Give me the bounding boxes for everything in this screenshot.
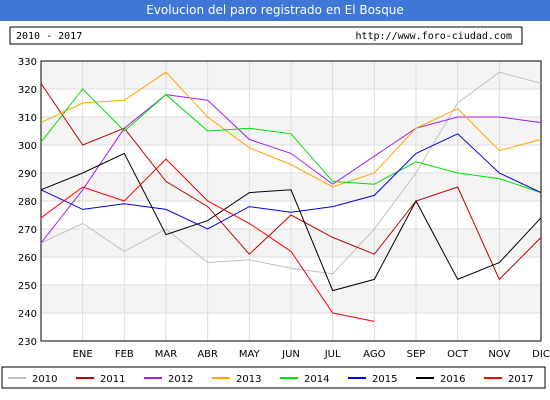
y-tick-label: 230	[18, 337, 37, 348]
x-tick-label: MAR	[155, 349, 177, 360]
series-line-2016	[40, 152, 542, 292]
y-axis-ticks: 230 240 250 260 270 280 290 300 310 320 330	[18, 57, 37, 348]
x-tick-label: SEP	[407, 349, 426, 360]
y-tick-label: 330	[18, 57, 37, 68]
y-tick-label: 290	[18, 169, 37, 180]
y-tick-label: 270	[18, 225, 37, 236]
series-line-2017	[40, 158, 375, 322]
x-axis-ticks: ENE FEB MAR ABR MAY JUN JUL AGO SEP OCT NOV DIC	[73, 349, 550, 360]
series-lines	[40, 71, 542, 322]
legend-label-2010: 2010	[32, 374, 57, 385]
legend-label-2013: 2013	[236, 374, 261, 385]
series-line-2012	[40, 94, 542, 244]
x-tick-label: DIC	[532, 349, 550, 360]
x-tick-label: NOV	[488, 349, 510, 360]
x-tick-label: OCT	[447, 349, 469, 360]
x-tick-label: MAY	[239, 349, 261, 360]
plot-frame	[40, 60, 542, 342]
y-tick-label: 310	[18, 113, 37, 124]
site-url: http://www.foro-ciudad.com	[355, 31, 512, 42]
legend-label-2011: 2011	[100, 374, 125, 385]
header-box	[9, 26, 523, 45]
y-tick-label: 260	[18, 253, 37, 264]
y-tick-label: 300	[18, 141, 37, 152]
y-tick-label: 250	[18, 281, 37, 292]
legend-label-2012: 2012	[168, 374, 193, 385]
legend: 2010 2011 2012 2013 2014 2015 2016 2017	[8, 374, 533, 385]
legend-label-2014: 2014	[304, 374, 329, 385]
series-line-2013	[40, 71, 542, 188]
period-label: 2010 - 2017	[16, 31, 82, 42]
x-tick-label: JUN	[281, 349, 300, 360]
legend-label-2017: 2017	[508, 374, 533, 385]
series-line-2010	[40, 71, 542, 275]
x-tick-label: ABR	[197, 349, 218, 360]
x-tick-label: ENE	[73, 349, 93, 360]
chart-title: Evolucion del paro registrado en El Bosq…	[0, 0, 550, 21]
x-tick-label: FEB	[115, 349, 134, 360]
x-tick-label: JUL	[324, 349, 341, 360]
y-tick-label: 320	[18, 85, 37, 96]
series-line-2014	[40, 88, 542, 194]
x-tick-label: AGO	[363, 349, 385, 360]
y-tick-label: 240	[18, 309, 37, 320]
legend-box	[1, 366, 546, 389]
legend-label-2016: 2016	[440, 374, 465, 385]
legend-label-2015: 2015	[372, 374, 397, 385]
y-tick-label: 280	[18, 197, 37, 208]
series-line-2015	[40, 133, 542, 230]
